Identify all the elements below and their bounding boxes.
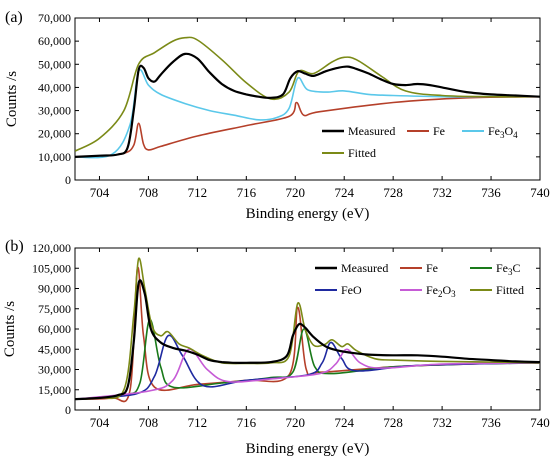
- x-tick-label: 724: [334, 185, 354, 200]
- legend-label-fe2o3: Fe2O3: [426, 283, 456, 299]
- y-tick-label: 30,000: [38, 363, 71, 377]
- y-tick-label: 10,000: [38, 150, 71, 164]
- series-line-fe3o4: [75, 68, 540, 159]
- x-tick-label: 732: [432, 185, 452, 200]
- panel-label: (b): [5, 238, 24, 255]
- legend-label-fitted: Fitted: [348, 146, 376, 160]
- y-tick-label: 60,000: [38, 34, 71, 48]
- y-tick-label: 120,000: [32, 241, 71, 255]
- y-axis-label: Counts /s: [4, 71, 20, 127]
- x-axis-label: Binding energy (eV): [246, 206, 370, 222]
- x-tick-label: 712: [188, 415, 208, 430]
- series-line-fe: [75, 95, 540, 158]
- y-tick-label: 75,000: [38, 302, 71, 316]
- x-tick-label: 716: [237, 415, 257, 430]
- legend-label-measured: Measured: [341, 261, 388, 275]
- series-line-measured: [75, 52, 540, 158]
- y-tick-label: 15,000: [38, 383, 71, 397]
- series-line-fe2o3: [75, 348, 540, 400]
- x-tick-label: 712: [188, 185, 208, 200]
- y-axis-label: Counts /s: [2, 301, 18, 357]
- x-tick-label: 736: [481, 415, 501, 430]
- y-tick-label: 20,000: [38, 127, 71, 141]
- panel-label: (a): [5, 9, 23, 26]
- x-tick-label: 728: [383, 185, 403, 200]
- x-tick-label: 732: [432, 415, 452, 430]
- y-tick-label: 90,000: [38, 282, 71, 296]
- y-tick-label: 0: [65, 403, 71, 417]
- x-tick-label: 708: [139, 415, 159, 430]
- x-tick-label: 720: [286, 185, 306, 200]
- x-tick-label: 740: [530, 415, 550, 430]
- legend-label-fitted: Fitted: [496, 283, 524, 297]
- y-tick-label: 70,000: [38, 11, 71, 25]
- x-tick-label: 704: [90, 415, 110, 430]
- series-line-fitted: [75, 36, 540, 152]
- legend-label-fe: Fe: [433, 124, 445, 138]
- legend-label-measured: Measured: [348, 124, 395, 138]
- y-tick-label: 50,000: [38, 57, 71, 71]
- x-tick-label: 740: [530, 185, 550, 200]
- x-tick-label: 708: [139, 185, 159, 200]
- legend: Measured Fe Fe3O4 Fitted: [322, 124, 518, 160]
- x-tick-label: 736: [481, 185, 501, 200]
- x-tick-label: 728: [383, 415, 403, 430]
- chart-panel-a: (a) 704 708 712 716 720 724 728 732 736 740 0 10,000…: [4, 9, 550, 222]
- legend-label-fe3c: Fe3C: [496, 261, 521, 277]
- x-tick-label: 724: [334, 415, 354, 430]
- x-tick-label: 704: [90, 185, 110, 200]
- x-axis-label: Binding energy (eV): [246, 441, 370, 457]
- legend-label-fe: Fe: [426, 261, 438, 275]
- y-tick-label: 45,000: [38, 342, 71, 356]
- legend: Measured Fe Fe3C FeO Fe2O3 Fitted: [315, 261, 524, 299]
- x-tick-label: 720: [286, 415, 306, 430]
- legend-label-feo: FeO: [341, 283, 362, 297]
- y-tick-label: 40,000: [38, 80, 71, 94]
- chart-panel-b: (b) 704 708 712 716 720 724 728 732 736 740 0 15,000…: [2, 238, 550, 457]
- legend-label-fe3o4: Fe3O4: [488, 124, 518, 140]
- y-tick-label: 105,000: [32, 261, 71, 275]
- series-line-measured: [75, 279, 540, 401]
- y-tick-label: 30,000: [38, 104, 71, 118]
- plot-frame: [74, 17, 541, 181]
- x-tick-label: 716: [237, 185, 257, 200]
- y-tick-label: 0: [65, 173, 71, 187]
- y-tick-label: 60,000: [38, 322, 71, 336]
